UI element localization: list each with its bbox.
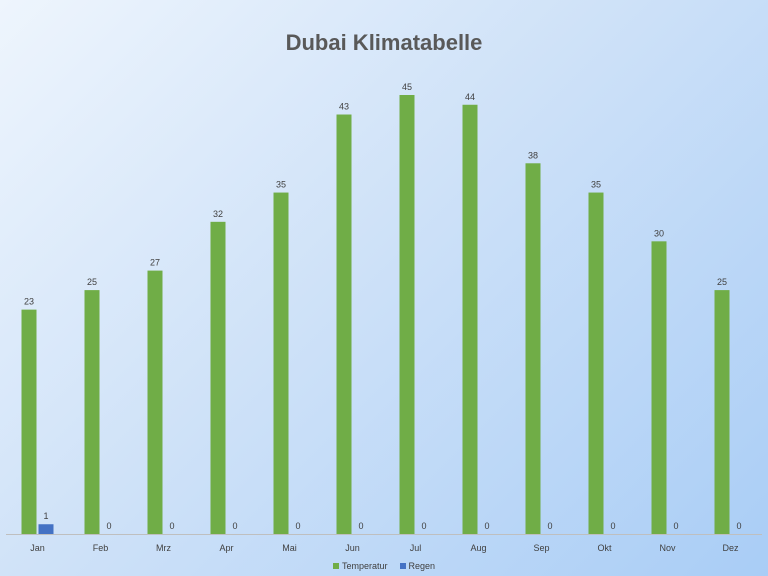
- bar-temperatur-mrz: [147, 270, 163, 534]
- bar-temperatur-nov: [651, 241, 667, 535]
- x-tick-label-mai: Mai: [282, 543, 297, 553]
- bar-temperatur-mai: [273, 192, 289, 535]
- data-label-regen-dez: 0: [736, 521, 741, 531]
- data-label-temperatur-feb: 25: [87, 277, 97, 287]
- x-tick-label-apr: Apr: [219, 543, 233, 553]
- x-tick-label-jan: Jan: [30, 543, 45, 553]
- chart-title: Dubai Klimatabelle: [285, 30, 483, 55]
- bar-temperatur-jul: [399, 95, 415, 534]
- data-label-temperatur-aug: 44: [465, 92, 475, 102]
- legend-item-regen: Regen: [399, 561, 436, 571]
- legend-swatch-regen: [399, 563, 406, 569]
- bar-temperatur-jun: [336, 114, 352, 534]
- data-label-regen-mrz: 0: [169, 521, 174, 531]
- legend-swatch-temperatur: [332, 563, 339, 569]
- data-label-temperatur-mrz: 27: [150, 258, 160, 268]
- data-label-regen-mai: 0: [295, 521, 300, 531]
- x-tick-label-aug: Aug: [470, 543, 486, 553]
- legend-label-temperatur: Temperatur: [341, 561, 388, 571]
- x-tick-label-jun: Jun: [345, 543, 360, 553]
- bar-temperatur-feb: [84, 290, 100, 534]
- data-label-temperatur-nov: 30: [654, 228, 664, 238]
- data-label-regen-aug: 0: [484, 521, 489, 531]
- x-tick-label-jul: Jul: [410, 543, 422, 553]
- chart-legend: Temperatur Regen: [0, 561, 768, 571]
- bar-temperatur-jan: [21, 309, 37, 534]
- bar-temperatur-okt: [588, 192, 604, 535]
- data-label-temperatur-apr: 32: [213, 209, 223, 219]
- legend-label-regen: Regen: [408, 561, 436, 571]
- x-tick-label-feb: Feb: [93, 543, 109, 553]
- x-tick-label-nov: Nov: [659, 543, 676, 553]
- data-label-regen-jun: 0: [358, 521, 363, 531]
- data-label-temperatur-jan: 23: [24, 297, 34, 307]
- data-label-temperatur-mai: 35: [276, 180, 286, 190]
- data-label-temperatur-sep: 38: [528, 150, 538, 160]
- data-label-temperatur-okt: 35: [591, 180, 601, 190]
- data-label-regen-apr: 0: [232, 521, 237, 531]
- data-label-regen-nov: 0: [673, 521, 678, 531]
- x-tick-label-dez: Dez: [722, 543, 739, 553]
- data-label-regen-okt: 0: [610, 521, 615, 531]
- bar-temperatur-apr: [210, 221, 226, 535]
- bar-regen-jan: [38, 524, 54, 534]
- data-label-regen-feb: 0: [106, 521, 111, 531]
- data-label-temperatur-jun: 43: [339, 102, 349, 112]
- data-label-temperatur-dez: 25: [717, 277, 727, 287]
- data-label-regen-jan: 1: [43, 511, 48, 521]
- data-label-temperatur-jul: 45: [402, 82, 412, 92]
- bar-temperatur-dez: [714, 290, 730, 534]
- data-label-regen-sep: 0: [547, 521, 552, 531]
- data-label-regen-jul: 0: [421, 521, 426, 531]
- x-tick-label-sep: Sep: [533, 543, 549, 553]
- legend-item-temperatur: Temperatur: [332, 561, 388, 571]
- x-tick-label-mrz: Mrz: [156, 543, 171, 553]
- bar-temperatur-aug: [462, 104, 478, 534]
- x-tick-label-okt: Okt: [597, 543, 612, 553]
- bar-temperatur-sep: [525, 163, 541, 535]
